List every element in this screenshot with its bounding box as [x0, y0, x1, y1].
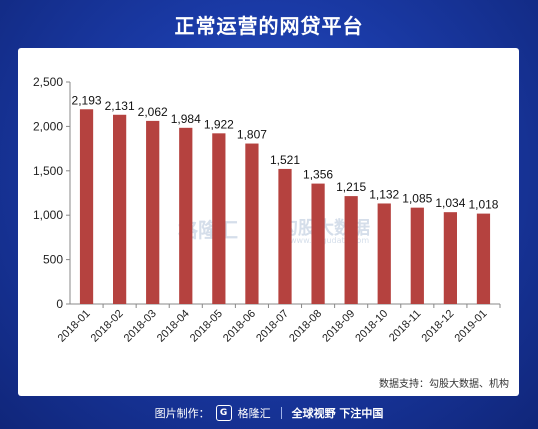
bar [79, 109, 94, 304]
data-label: 2,131 [105, 99, 135, 113]
data-label: 1,521 [270, 153, 300, 167]
x-tick-label: 2018-04 [155, 308, 192, 345]
bar [113, 114, 127, 304]
y-tick-label: 0 [56, 297, 63, 311]
bar [311, 183, 325, 304]
bar-chart: 0 500 1,000 1,500 2,000 2,500 2,193 2018-01 2,13… [33, 75, 501, 345]
y-tick-label: 1,500 [33, 164, 63, 178]
x-tick-label: 2018-10 [353, 308, 390, 345]
data-label: 2,062 [138, 105, 168, 119]
data-label: 2,193 [72, 93, 102, 107]
watermark-url: www.gogudata.com [290, 236, 370, 245]
footer-made-by: 图片制作： [154, 407, 210, 420]
x-tick-label: 2018-09 [320, 308, 357, 345]
bar [476, 213, 491, 304]
logo-icon: G [215, 405, 232, 421]
x-tick-label: 2018-03 [122, 308, 159, 345]
footer-divider [280, 407, 282, 419]
bar [146, 120, 160, 304]
y-tick-label: 2,000 [33, 119, 63, 133]
footer-logo-text: 格隆汇 [237, 407, 271, 420]
data-label: 1,807 [237, 128, 267, 142]
y-tick-label: 1,000 [33, 208, 63, 222]
footer-slogan: 全球视野 下注中国 [291, 407, 384, 420]
y-tick-label: 500 [43, 253, 63, 267]
x-tick-label: 2018-07 [254, 308, 291, 345]
data-label: 1,085 [402, 192, 432, 206]
data-label: 1,356 [303, 168, 333, 182]
bar [410, 207, 424, 304]
x-tick-label: 2018-01 [56, 308, 93, 345]
bar [344, 196, 358, 304]
data-source: 数据支持：勾股大数据、机构 [379, 379, 509, 390]
bar [245, 143, 259, 304]
x-tick-label: 2018-02 [89, 308, 126, 345]
x-tick-label: 2018-06 [221, 308, 258, 345]
data-label: 1,034 [435, 196, 465, 210]
data-label: 1,215 [336, 180, 366, 194]
y-tick-label: 2,500 [33, 75, 63, 89]
data-label: 1,984 [171, 112, 201, 126]
data-label: 1,922 [204, 117, 234, 131]
page-title: 正常运营的网贷平台 [174, 14, 364, 38]
chart-panel: 格隆汇 勾股大数据 www.gogudata.com 0 500 1,000 1,50… [18, 48, 519, 396]
bar [278, 168, 292, 304]
x-tick-label: 2019-01 [453, 308, 490, 345]
bar [443, 212, 457, 304]
x-tick-label: 2018-05 [188, 308, 225, 345]
bar [212, 133, 226, 304]
data-label: 1,132 [369, 187, 399, 201]
bar [179, 127, 193, 304]
bar [377, 203, 391, 304]
x-tick-label: 2018-08 [287, 308, 324, 345]
x-tick-label: 2018-12 [419, 308, 456, 345]
footer: 图片制作： G 格隆汇 全球视野 下注中国 [0, 403, 538, 423]
data-label: 1,018 [468, 198, 498, 212]
x-tick-label: 2018-11 [387, 308, 423, 344]
